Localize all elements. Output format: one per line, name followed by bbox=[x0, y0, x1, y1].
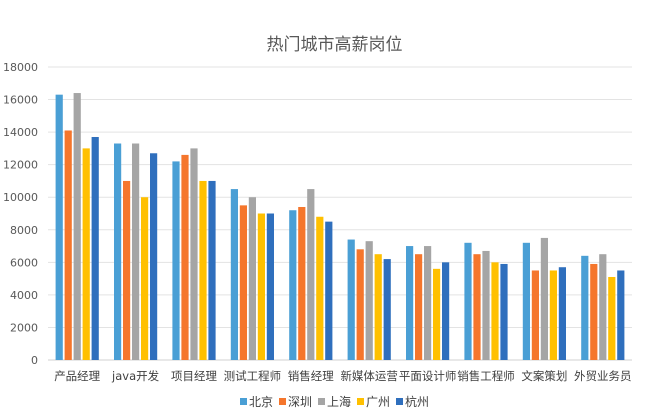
x-tick-label: 测试工程师 bbox=[224, 369, 282, 383]
bar-广州 bbox=[257, 213, 265, 360]
bar-北京 bbox=[55, 94, 63, 360]
legend-swatch bbox=[396, 398, 404, 405]
bar-广州 bbox=[608, 276, 616, 360]
bar-上海 bbox=[132, 143, 140, 360]
bar-上海 bbox=[482, 250, 490, 360]
legend-item: 深圳 bbox=[278, 393, 312, 410]
x-tick-label: 平面设计师 bbox=[399, 369, 457, 383]
bar-广州 bbox=[374, 254, 382, 360]
bar-深圳 bbox=[473, 254, 481, 360]
bar-深圳 bbox=[298, 206, 306, 360]
bar-北京 bbox=[581, 255, 589, 360]
bar-北京 bbox=[464, 242, 472, 360]
bar-杭州 bbox=[208, 180, 216, 360]
legend-label: 广州 bbox=[366, 395, 391, 409]
bar-北京 bbox=[114, 143, 122, 360]
bar-北京 bbox=[406, 246, 414, 360]
bar-上海 bbox=[599, 254, 607, 360]
y-tick-label: 4000 bbox=[10, 289, 38, 302]
x-tick-label: java开发 bbox=[111, 369, 160, 383]
legend-label: 上海 bbox=[326, 395, 351, 409]
bar-深圳 bbox=[356, 249, 364, 360]
bar-上海 bbox=[365, 241, 373, 360]
x-tick-label: 销售工程师 bbox=[457, 369, 515, 383]
bar-广州 bbox=[491, 262, 499, 360]
legend-swatch bbox=[239, 398, 247, 405]
x-tick-label: 文案策划 bbox=[521, 369, 567, 383]
legend-label: 杭州 bbox=[405, 395, 430, 409]
legend-item: 杭州 bbox=[396, 393, 429, 410]
bar-杭州 bbox=[91, 136, 99, 360]
bar-北京 bbox=[522, 242, 530, 360]
bar-北京 bbox=[230, 189, 238, 360]
bar-广州 bbox=[141, 197, 149, 360]
bar-上海 bbox=[307, 189, 315, 360]
y-tick-label: 18000 bbox=[3, 61, 38, 74]
bar-杭州 bbox=[325, 221, 333, 360]
y-tick-label: 10000 bbox=[3, 191, 38, 204]
y-tick-label: 0 bbox=[31, 354, 38, 367]
y-tick-label: 8000 bbox=[10, 224, 38, 237]
bar-上海 bbox=[424, 246, 432, 360]
bar-广州 bbox=[82, 148, 90, 360]
bar-北京 bbox=[172, 161, 180, 360]
legend: 北京 深圳 上海 广州 杭州 bbox=[0, 393, 669, 410]
bar-北京 bbox=[347, 239, 355, 360]
y-tick-label: 14000 bbox=[3, 126, 38, 139]
legend-item: 上海 bbox=[317, 393, 351, 410]
bar-杭州 bbox=[558, 267, 566, 360]
bar-上海 bbox=[73, 93, 81, 361]
bar-深圳 bbox=[415, 254, 423, 360]
bar-杭州 bbox=[442, 262, 450, 360]
y-tick-label: 2000 bbox=[10, 321, 38, 334]
bar-广州 bbox=[549, 270, 557, 360]
bar-广州 bbox=[199, 180, 207, 360]
legend-item: 广州 bbox=[357, 393, 390, 410]
bar-杭州 bbox=[150, 153, 158, 360]
legend-swatch bbox=[278, 398, 286, 405]
bar-上海 bbox=[540, 237, 548, 360]
y-tick-label: 16000 bbox=[3, 94, 38, 107]
legend-swatch bbox=[357, 398, 364, 405]
legend-item: 北京 bbox=[239, 393, 273, 410]
bar-深圳 bbox=[239, 205, 247, 360]
y-tick-label: 12000 bbox=[3, 159, 38, 172]
bar-深圳 bbox=[181, 154, 189, 360]
bar-上海 bbox=[190, 148, 198, 360]
legend-swatch bbox=[317, 398, 325, 405]
x-tick-label: 外贸业务员 bbox=[574, 369, 632, 383]
x-tick-label: 产品经理 bbox=[54, 369, 100, 383]
bar-广州 bbox=[316, 216, 324, 360]
x-tick-label: 销售经理 bbox=[288, 369, 334, 383]
bar-深圳 bbox=[590, 263, 598, 360]
bar-上海 bbox=[248, 197, 256, 360]
bar-深圳 bbox=[531, 270, 539, 360]
bar-杭州 bbox=[617, 270, 625, 360]
x-tick-label: 项目经理 bbox=[171, 369, 217, 383]
bar-杭州 bbox=[500, 263, 508, 360]
bar-广州 bbox=[433, 268, 441, 360]
bar-北京 bbox=[289, 210, 297, 360]
legend-label: 北京 bbox=[248, 395, 273, 409]
legend-label: 深圳 bbox=[287, 395, 312, 409]
y-tick-label: 6000 bbox=[10, 256, 38, 269]
bar-深圳 bbox=[123, 180, 131, 360]
bar-深圳 bbox=[64, 130, 72, 360]
x-tick-label: 新媒体运营 bbox=[340, 369, 398, 383]
bar-杭州 bbox=[266, 213, 274, 360]
bar-杭州 bbox=[383, 259, 391, 360]
chart-title: 热门城市高薪岗位 bbox=[266, 35, 403, 55]
